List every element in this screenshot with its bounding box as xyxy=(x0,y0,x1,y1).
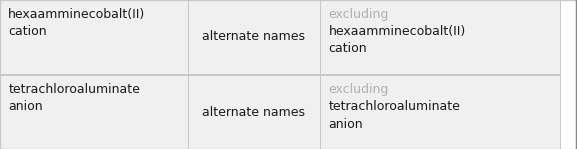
Bar xyxy=(320,75,560,149)
Text: alternate names: alternate names xyxy=(203,31,305,44)
Text: hexaamminecobalt(II)
cation: hexaamminecobalt(II) cation xyxy=(8,8,145,38)
Bar xyxy=(0,0,188,74)
Bar xyxy=(188,75,320,149)
Text: alternate names: alternate names xyxy=(203,105,305,118)
Bar xyxy=(0,75,188,149)
Text: tetrachloroaluminate
anion: tetrachloroaluminate anion xyxy=(328,100,460,131)
Bar xyxy=(320,0,560,74)
Text: excluding: excluding xyxy=(328,8,389,21)
Bar xyxy=(188,0,320,74)
Text: tetrachloroaluminate
anion: tetrachloroaluminate anion xyxy=(8,83,140,113)
Text: excluding: excluding xyxy=(328,83,389,96)
Text: hexaamminecobalt(II)
cation: hexaamminecobalt(II) cation xyxy=(328,25,466,55)
